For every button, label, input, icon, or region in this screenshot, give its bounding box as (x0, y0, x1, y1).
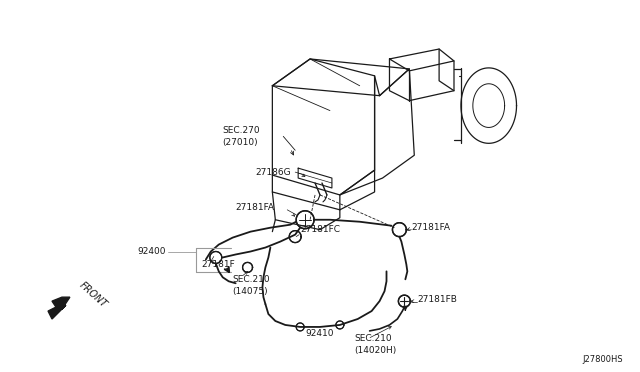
Text: 92400: 92400 (138, 247, 166, 256)
Text: FRONT: FRONT (78, 280, 109, 310)
Text: (14020H): (14020H) (355, 346, 397, 355)
Polygon shape (296, 211, 314, 229)
Text: 27181FA: 27181FA (412, 223, 451, 232)
Text: J27800HS: J27800HS (582, 355, 623, 364)
Text: 92410: 92410 (305, 329, 333, 339)
Text: SEC.270: SEC.270 (223, 126, 260, 135)
Polygon shape (243, 262, 253, 272)
Polygon shape (48, 297, 70, 319)
Text: 27181FC: 27181FC (300, 225, 340, 234)
Text: (27010): (27010) (223, 138, 259, 147)
Text: 27181FA: 27181FA (236, 203, 275, 212)
Polygon shape (399, 295, 410, 307)
Text: 27181FB: 27181FB (417, 295, 457, 304)
Polygon shape (296, 323, 304, 331)
Text: SEC.210: SEC.210 (355, 334, 392, 343)
Text: 27181F: 27181F (201, 260, 235, 269)
Text: SEC.210: SEC.210 (233, 275, 270, 284)
Polygon shape (210, 251, 221, 263)
Polygon shape (392, 223, 406, 237)
Text: (14075): (14075) (233, 287, 268, 296)
Text: 27186G: 27186G (255, 168, 291, 177)
Polygon shape (336, 321, 344, 329)
Polygon shape (289, 231, 301, 243)
